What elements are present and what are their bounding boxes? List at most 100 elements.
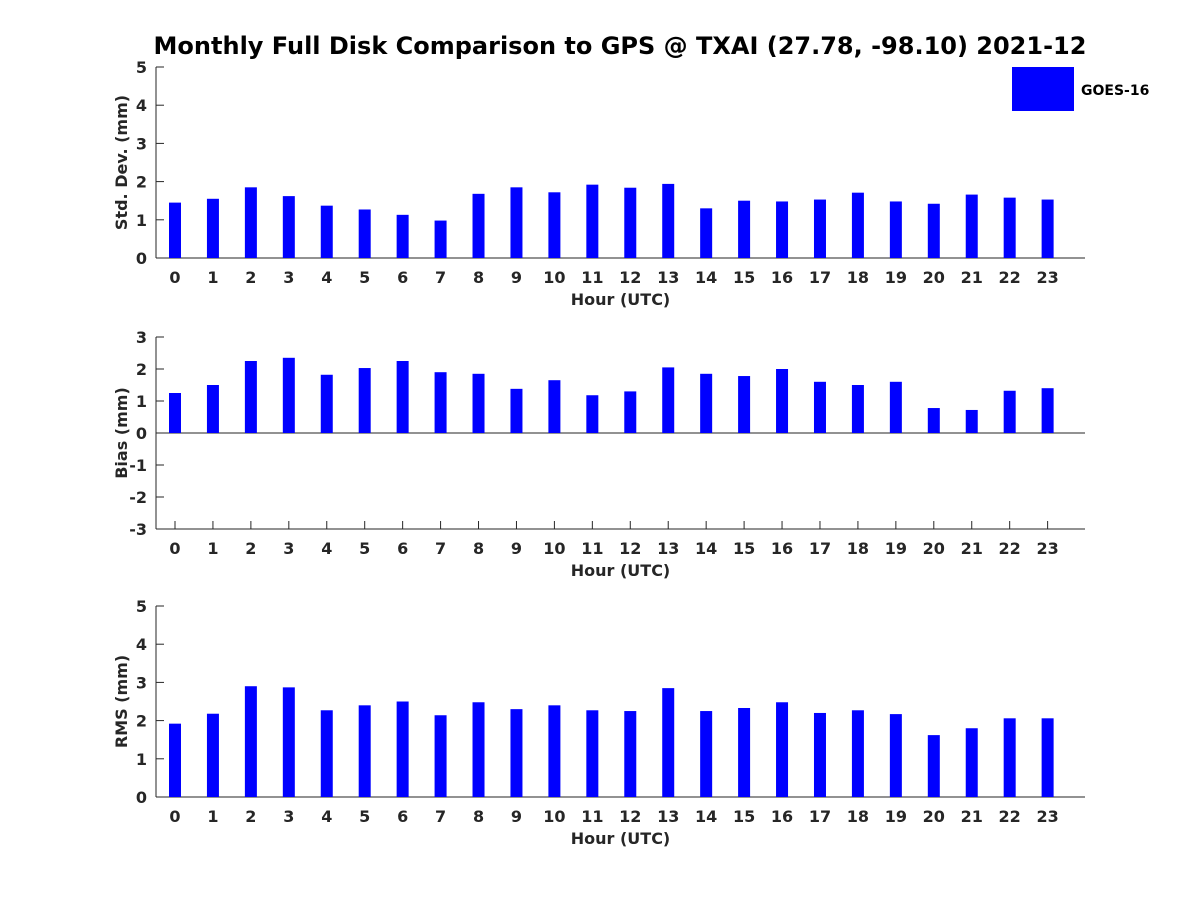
x-axis-label: Hour (UTC) xyxy=(571,561,671,580)
x-tick-label: 9 xyxy=(511,539,522,558)
bar xyxy=(813,712,826,797)
bar xyxy=(889,714,902,797)
y-axis-label: Std. Dev. (mm) xyxy=(112,95,131,230)
bar xyxy=(965,409,978,433)
x-tick-label: 18 xyxy=(847,268,869,287)
x-tick-label: 16 xyxy=(771,539,793,558)
bar xyxy=(965,194,978,258)
x-tick-label: 4 xyxy=(321,539,332,558)
x-axis-label: Hour (UTC) xyxy=(571,290,671,309)
x-tick-label: 1 xyxy=(207,268,218,287)
x-tick-label: 15 xyxy=(733,539,755,558)
legend-swatch xyxy=(1012,67,1074,111)
x-tick-label: 0 xyxy=(169,807,180,826)
x-tick-label: 20 xyxy=(923,268,945,287)
x-tick-label: 10 xyxy=(543,268,565,287)
bar xyxy=(206,713,219,797)
bar xyxy=(282,196,295,258)
bar xyxy=(320,710,333,797)
bar xyxy=(1003,718,1016,797)
bar xyxy=(738,707,751,797)
x-tick-label: 14 xyxy=(695,539,717,558)
x-tick-label: 17 xyxy=(809,807,831,826)
x-tick-label: 4 xyxy=(321,807,332,826)
x-tick-label: 9 xyxy=(511,807,522,826)
bar xyxy=(434,220,447,258)
legend: GOES-16 xyxy=(1012,67,1149,111)
bar xyxy=(700,711,713,797)
x-tick-label: 5 xyxy=(359,807,370,826)
x-tick-label: 0 xyxy=(169,268,180,287)
x-tick-label: 17 xyxy=(809,539,831,558)
y-tick-label: 3 xyxy=(136,134,147,153)
x-tick-label: 2 xyxy=(245,268,256,287)
x-tick-label: 10 xyxy=(543,807,565,826)
bar xyxy=(1003,197,1016,258)
x-tick-label: 15 xyxy=(733,268,755,287)
y-tick-label: -1 xyxy=(129,456,147,475)
x-tick-label: 19 xyxy=(885,539,907,558)
bar xyxy=(700,208,713,258)
y-tick-label: 0 xyxy=(136,424,147,443)
x-tick-label: 12 xyxy=(619,807,641,826)
x-tick-label: 0 xyxy=(169,539,180,558)
y-tick-label: 2 xyxy=(136,712,147,731)
x-tick-label: 2 xyxy=(245,807,256,826)
bar xyxy=(965,728,978,797)
x-tick-label: 8 xyxy=(473,268,484,287)
x-tick-label: 18 xyxy=(847,807,869,826)
bar xyxy=(662,183,675,258)
bar xyxy=(738,200,751,258)
bar xyxy=(548,192,561,258)
x-tick-label: 11 xyxy=(581,539,603,558)
bar xyxy=(396,214,409,258)
bar xyxy=(244,686,257,797)
bar xyxy=(889,381,902,433)
x-tick-label: 13 xyxy=(657,268,679,287)
x-tick-label: 19 xyxy=(885,268,907,287)
bar xyxy=(927,203,940,258)
bar xyxy=(624,391,637,433)
x-tick-label: 6 xyxy=(397,807,408,826)
y-tick-label: -3 xyxy=(129,520,147,539)
bar xyxy=(434,372,447,433)
x-tick-label: 6 xyxy=(397,539,408,558)
y-axis-label: RMS (mm) xyxy=(112,655,131,748)
bar xyxy=(586,184,599,258)
x-tick-label: 7 xyxy=(435,268,446,287)
y-tick-label: 0 xyxy=(136,249,147,268)
bar xyxy=(1041,718,1054,797)
bar xyxy=(776,369,789,433)
y-tick-label: 3 xyxy=(136,328,147,347)
bar xyxy=(813,381,826,433)
x-tick-label: 8 xyxy=(473,807,484,826)
bar xyxy=(472,702,485,797)
bar xyxy=(472,373,485,433)
bar xyxy=(624,187,637,258)
bar xyxy=(548,380,561,433)
x-tick-label: 8 xyxy=(473,539,484,558)
bar xyxy=(700,373,713,433)
bar xyxy=(624,711,637,797)
x-tick-label: 3 xyxy=(283,539,294,558)
x-tick-label: 13 xyxy=(657,807,679,826)
bar xyxy=(358,705,371,797)
y-axis-label: Bias (mm) xyxy=(112,387,131,479)
bar xyxy=(206,198,219,258)
y-tick-label: 4 xyxy=(136,96,147,115)
bar xyxy=(738,376,751,433)
bar xyxy=(320,374,333,433)
x-tick-label: 7 xyxy=(435,807,446,826)
bar xyxy=(586,710,599,797)
x-tick-label: 3 xyxy=(283,807,294,826)
bar xyxy=(927,735,940,797)
bar xyxy=(169,723,181,797)
bar xyxy=(510,709,523,797)
x-tick-label: 15 xyxy=(733,807,755,826)
x-tick-label: 10 xyxy=(543,539,565,558)
bar xyxy=(927,408,940,433)
bar xyxy=(1041,199,1054,258)
